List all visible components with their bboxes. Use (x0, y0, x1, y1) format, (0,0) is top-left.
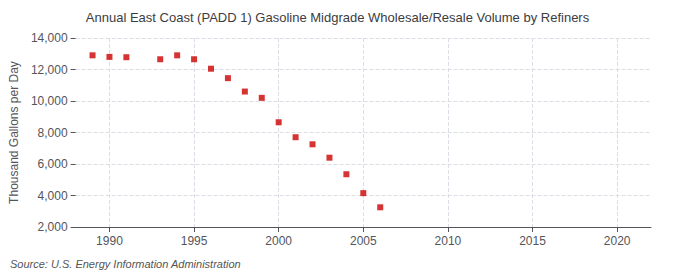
svg-text:Annual East Coast (PADD 1) Gas: Annual East Coast (PADD 1) Gasoline Midg… (86, 10, 590, 25)
svg-text:2015: 2015 (519, 234, 546, 248)
svg-text:2010: 2010 (435, 234, 462, 248)
svg-text:Thousand Gallons per Day: Thousand Gallons per Day (7, 61, 21, 204)
svg-text:2020: 2020 (604, 234, 631, 248)
svg-text:8,000: 8,000 (38, 126, 68, 140)
svg-text:4,000: 4,000 (38, 189, 68, 203)
svg-text:2000: 2000 (265, 234, 292, 248)
svg-text:2005: 2005 (350, 234, 377, 248)
svg-text:14,000: 14,000 (31, 31, 68, 45)
svg-text:1990: 1990 (96, 234, 123, 248)
svg-text:1995: 1995 (181, 234, 208, 248)
svg-text:10,000: 10,000 (31, 94, 68, 108)
svg-text:2,000: 2,000 (38, 220, 68, 234)
svg-text:Source: U.S. Energy Informatio: Source: U.S. Energy Information Administ… (10, 258, 241, 270)
svg-text:6,000: 6,000 (38, 157, 68, 171)
svg-text:12,000: 12,000 (31, 63, 68, 77)
